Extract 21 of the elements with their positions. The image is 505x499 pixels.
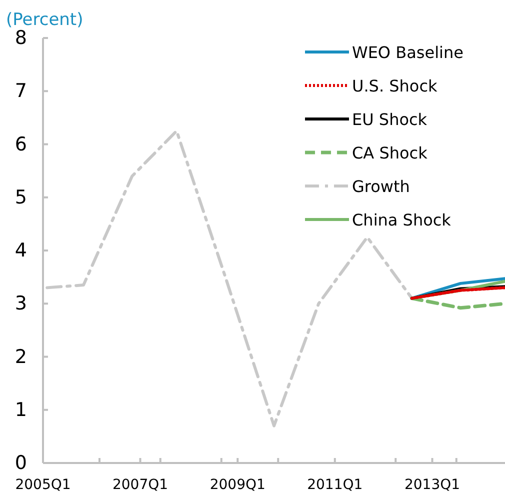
- y-tick-label: 7: [14, 80, 27, 102]
- y-tick-label: 4: [14, 240, 27, 262]
- y-tick-label: 5: [14, 186, 27, 208]
- y-tick-label: 8: [14, 27, 27, 50]
- x-tick-label: 2011Q1: [307, 476, 363, 493]
- y-tick-label: 0: [14, 452, 27, 474]
- y-tick-label: 6: [14, 133, 27, 156]
- x-tick-label: 2007Q1: [112, 476, 168, 493]
- legend-label: U.S. Shock: [352, 76, 438, 96]
- y-tick-label: 2: [14, 346, 27, 368]
- y-tick-label: 1: [14, 398, 27, 421]
- x-tick-label: 2009Q1: [210, 476, 266, 493]
- x-tick-label: 2005Q1: [15, 476, 71, 493]
- y-axis-title: (Percent): [6, 10, 84, 30]
- y-tick-label: 3: [14, 292, 27, 315]
- legend-label: EU Shock: [352, 110, 428, 129]
- legend-label: Growth: [352, 177, 410, 196]
- legend-label: CA Shock: [352, 144, 428, 162]
- legend-label: WEO Baseline: [352, 43, 464, 62]
- legend-label: China Shock: [352, 210, 452, 230]
- x-tick-label: 2013Q1: [404, 476, 460, 493]
